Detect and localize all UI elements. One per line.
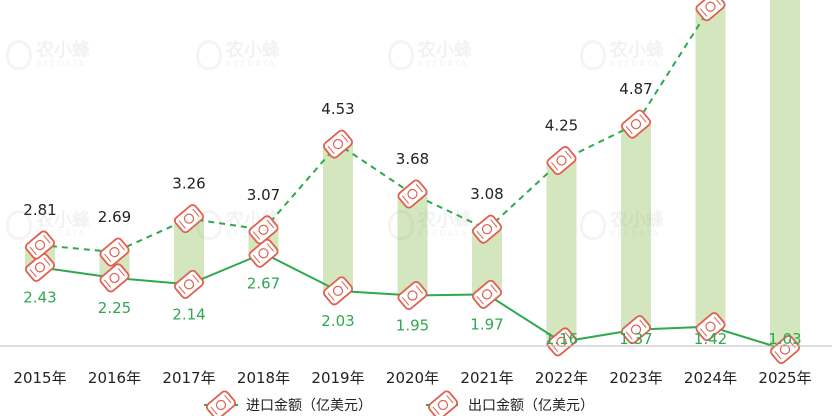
bee-logo-icon bbox=[196, 210, 222, 240]
export-value-label: 2.69 bbox=[98, 208, 131, 226]
x-tick-label: 2017年 bbox=[162, 369, 215, 387]
x-tick-label: 2021年 bbox=[460, 369, 513, 387]
import-value-label: 2.43 bbox=[23, 288, 56, 306]
watermark: 农小蜂 BEEDATA bbox=[6, 40, 90, 70]
export-value-label: 3.07 bbox=[247, 186, 280, 204]
import-marker-2017年 bbox=[173, 269, 205, 299]
export-marker-2023年 bbox=[620, 109, 652, 139]
bee-logo-icon bbox=[580, 40, 606, 70]
x-tick-label: 2015年 bbox=[13, 369, 66, 387]
import-marker-2016年 bbox=[99, 263, 130, 293]
export-marker-2020年 bbox=[397, 179, 428, 209]
import-marker-2020年 bbox=[397, 281, 428, 311]
export-value-label: 4.53 bbox=[321, 100, 354, 118]
watermark: 农小蜂 BEEDATA bbox=[196, 210, 280, 240]
import-marker-2015年 bbox=[24, 252, 56, 282]
import-value-label: 1.42 bbox=[694, 330, 727, 348]
import-value-label: 2.25 bbox=[98, 299, 131, 317]
export-marker-2018年 bbox=[248, 215, 279, 245]
export-line bbox=[39, 0, 716, 254]
watermark: 农小蜂 BEEDATA bbox=[6, 210, 90, 240]
export-value-label: 3.68 bbox=[396, 150, 429, 168]
import-marker-2023年 bbox=[620, 315, 652, 345]
gap-band-2022年 bbox=[546, 160, 577, 342]
x-tick-label: 2024年 bbox=[684, 369, 737, 387]
watermark: 农小蜂 BEEDATA bbox=[388, 40, 472, 70]
export-value-label: 4.87 bbox=[619, 80, 652, 98]
bee-logo-icon bbox=[6, 40, 32, 70]
export-value-label: 4.25 bbox=[545, 117, 578, 135]
export-value-label: 3.26 bbox=[172, 175, 205, 193]
import-marker-2018年 bbox=[248, 238, 279, 268]
legend: 进口金额（亿美元） 出口金额（亿美元） bbox=[204, 390, 594, 416]
watermark: 农小蜂 BEEDATA bbox=[196, 40, 280, 70]
legend-import: 进口金额（亿美元） bbox=[204, 390, 372, 416]
import-value-label: 2.14 bbox=[172, 305, 205, 323]
markers bbox=[24, 0, 801, 365]
gap-band-2019年 bbox=[323, 144, 353, 291]
import-marker-2022年 bbox=[546, 327, 577, 357]
legend-marker-icon bbox=[205, 390, 237, 416]
watermark: 农小蜂 BEEDATA bbox=[388, 210, 472, 240]
import-value-label: 1.37 bbox=[619, 330, 652, 348]
x-tick-label: 2022年 bbox=[535, 369, 588, 387]
import-value-label: 1.16 bbox=[545, 330, 578, 348]
gap-band-2025年 bbox=[770, 0, 800, 350]
legend-marker-icon bbox=[427, 390, 459, 416]
x-tick-label: 2025年 bbox=[758, 369, 811, 387]
x-tick-label: 2019年 bbox=[311, 369, 364, 387]
bee-logo-icon bbox=[6, 210, 32, 240]
import-marker-2024年 bbox=[695, 312, 726, 342]
x-tick-label: 2023年 bbox=[609, 369, 662, 387]
import-value-label: 1.97 bbox=[470, 315, 503, 333]
import-marker-2025年 bbox=[769, 335, 801, 365]
import-marker-2019年 bbox=[322, 276, 354, 306]
bee-logo-icon bbox=[388, 210, 414, 240]
import-value-label: 2.03 bbox=[321, 312, 354, 330]
watermark: 农小蜂 BEEDATA bbox=[580, 210, 664, 240]
watermark: 农小蜂 BEEDATA bbox=[580, 40, 664, 70]
legend-label: 进口金额（亿美元） bbox=[246, 398, 372, 414]
x-tick-label: 2018年 bbox=[237, 369, 290, 387]
export-marker-2016年 bbox=[99, 237, 130, 267]
import-value-label: 2.67 bbox=[247, 274, 280, 292]
import-marker-2021年 bbox=[471, 279, 503, 309]
bee-logo-icon bbox=[580, 210, 606, 240]
x-tick-labels: 2015年 2016年 2017年 2018年 2019年 2020年 2021年 2022年… bbox=[13, 369, 811, 387]
export-marker-2024年 bbox=[695, 0, 726, 22]
x-tick-label: 2016年 bbox=[88, 369, 141, 387]
export-marker-2015年 bbox=[24, 230, 56, 260]
bee-logo-icon bbox=[388, 40, 414, 70]
bee-logo-icon bbox=[196, 40, 222, 70]
import-value-label: 1.95 bbox=[396, 317, 429, 335]
legend-export: 出口金额（亿美元） bbox=[426, 390, 594, 416]
export-value-label: 3.08 bbox=[470, 185, 503, 203]
gap-band-2023年 bbox=[621, 124, 651, 330]
data-labels: 2.81 2.43 2.69 2.25 3.26 2.14 3.07 2.67 4.53 2.03… bbox=[23, 80, 801, 348]
export-marker-2017年 bbox=[173, 204, 205, 234]
import-value-label: 1.03 bbox=[768, 330, 801, 348]
x-tick-label: 2020年 bbox=[386, 369, 439, 387]
export-value-label: 2.81 bbox=[23, 201, 56, 219]
gap-band-2024年 bbox=[695, 6, 726, 327]
legend-label: 出口金额（亿美元） bbox=[468, 398, 594, 414]
export-marker-2019年 bbox=[322, 129, 354, 159]
export-marker-2021年 bbox=[471, 214, 503, 244]
export-marker-2022年 bbox=[546, 146, 577, 176]
